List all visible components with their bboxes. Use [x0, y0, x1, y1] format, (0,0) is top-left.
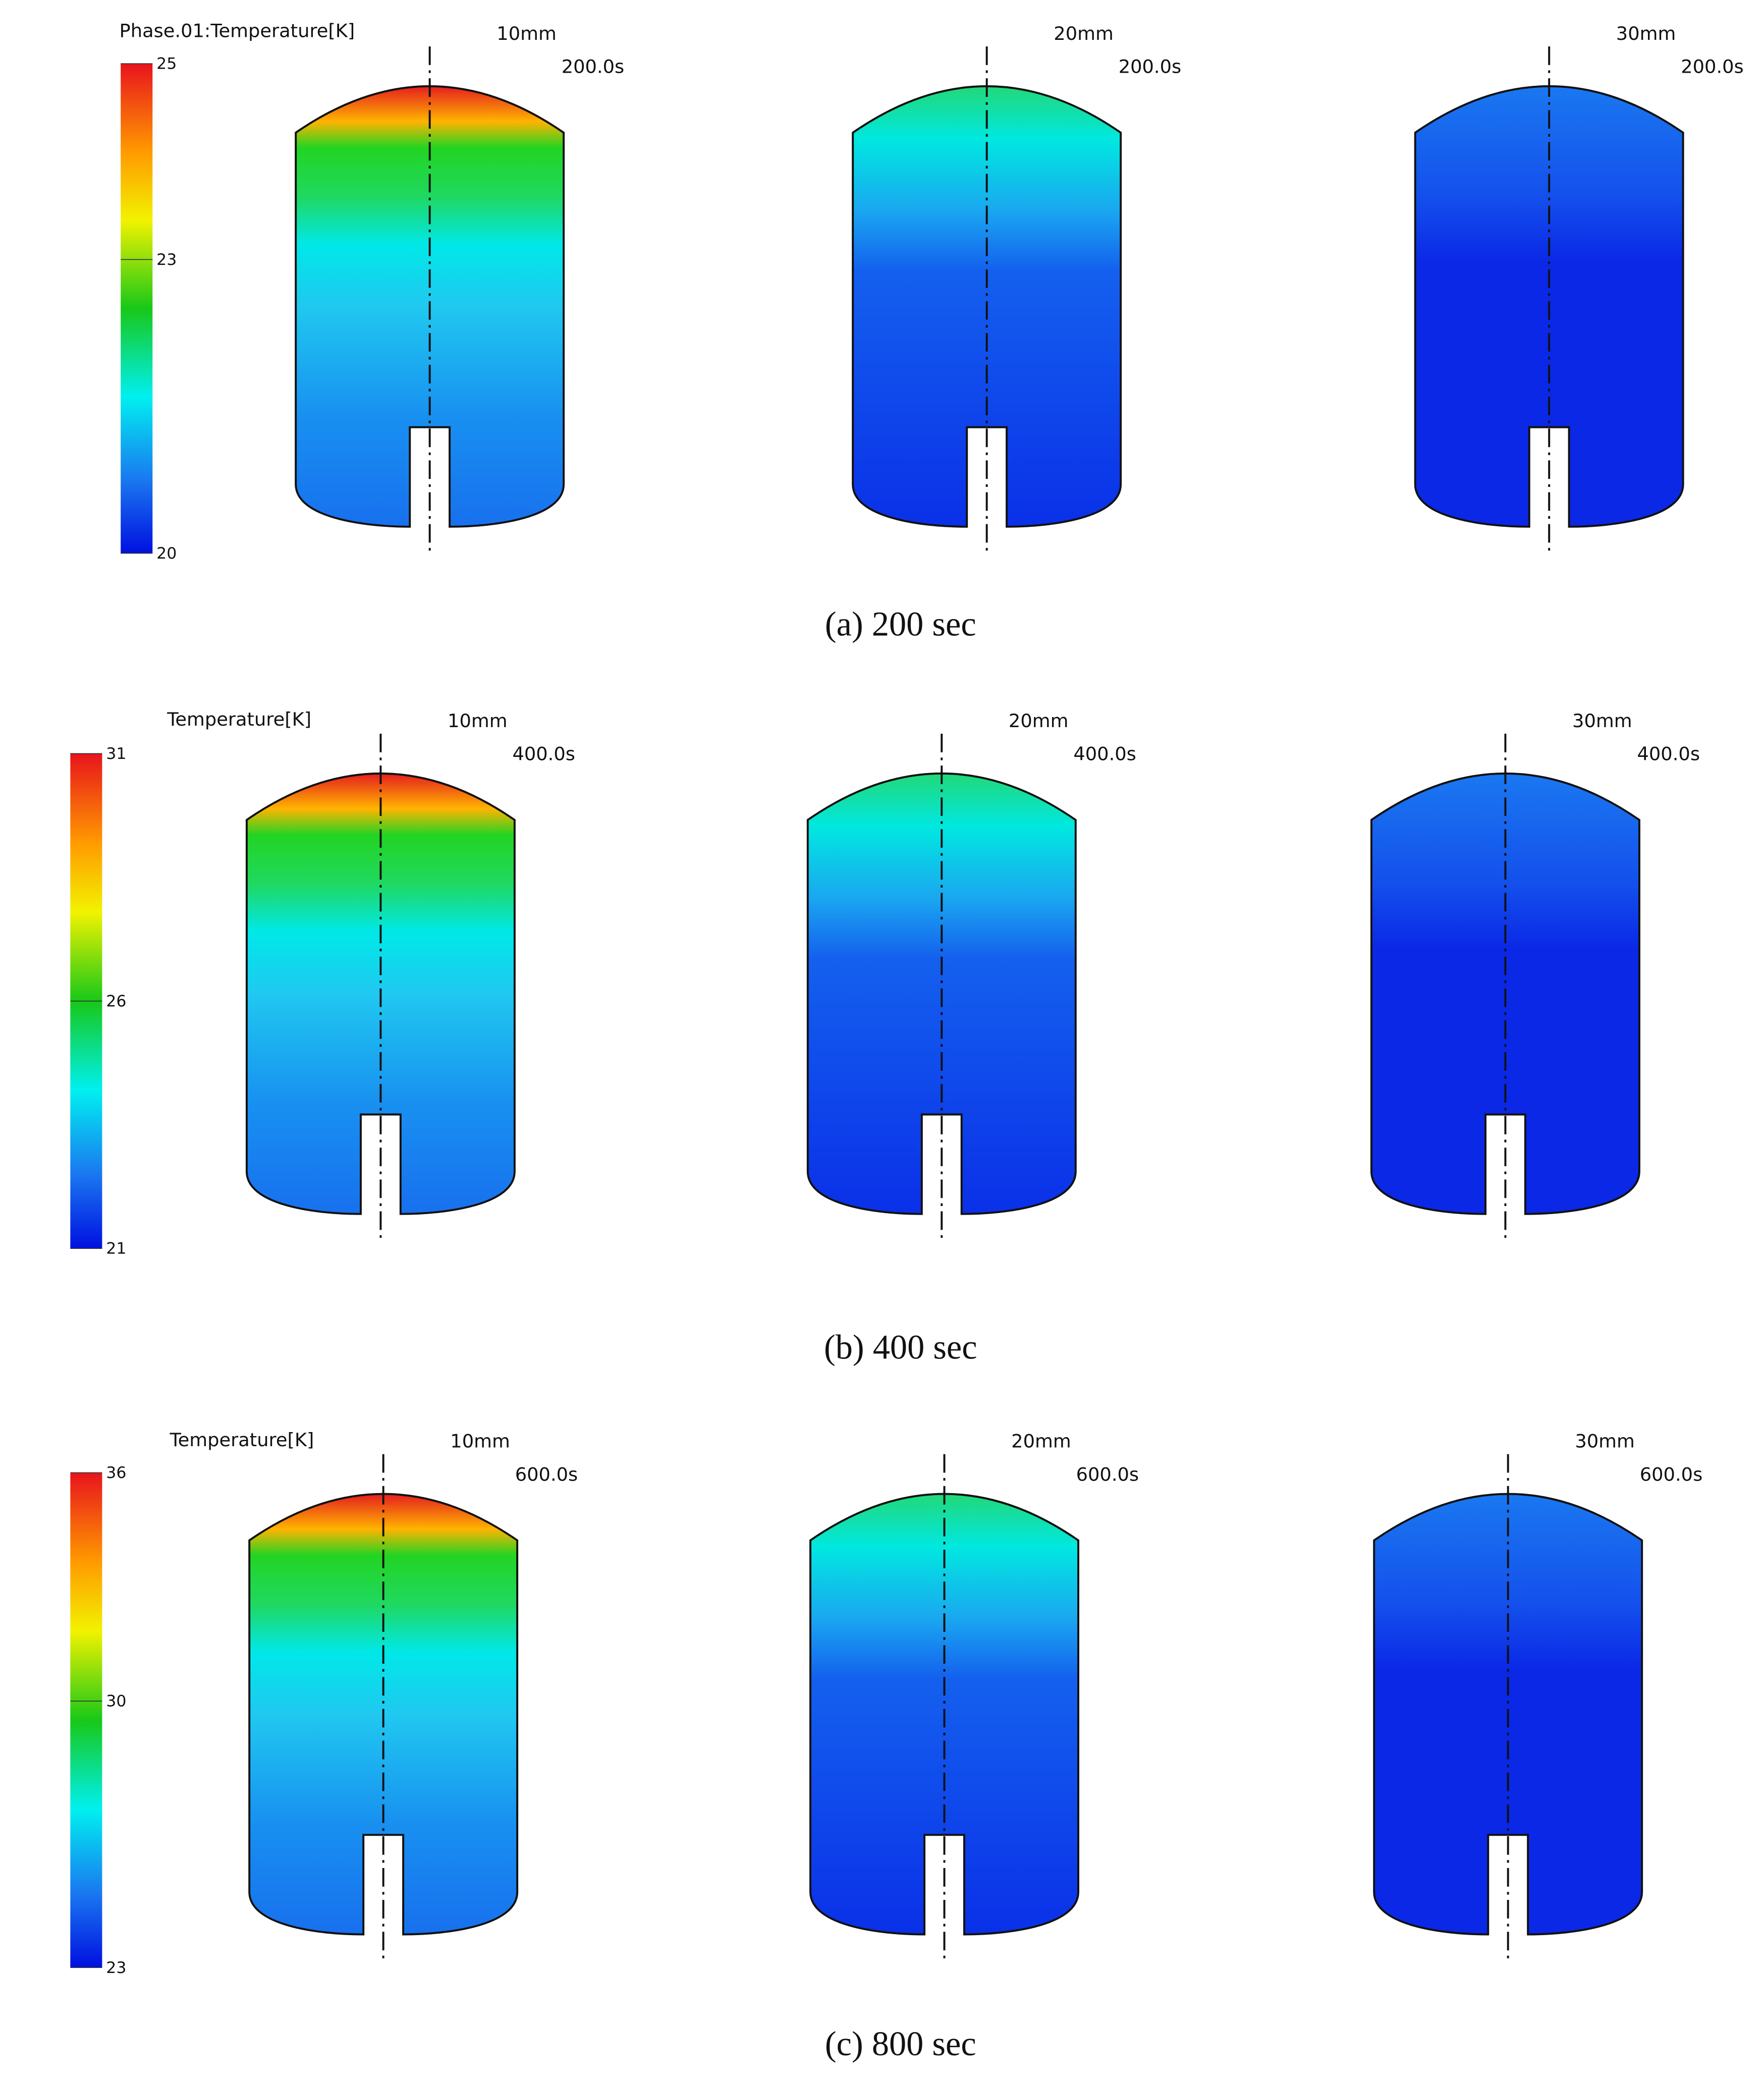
tank-time: 600.0s [1640, 1463, 1702, 1485]
colorbar [121, 64, 153, 554]
panel-caption: (a) 200 sec [825, 605, 976, 643]
tank-time: 400.0s [1073, 743, 1136, 765]
tank-time: 600.0s [515, 1463, 578, 1485]
colorbar-tick-label: 20 [156, 544, 177, 563]
tank-label: 10mm [450, 1431, 510, 1452]
tank-label: 30mm [1616, 23, 1676, 44]
colorbar-tick-label: 21 [106, 1240, 126, 1258]
colorbar-tick-label: 23 [156, 251, 177, 269]
colorbar-title: Temperature[K] [169, 1429, 314, 1451]
tank-time: 600.0s [1076, 1463, 1139, 1485]
colorbar [70, 1472, 102, 1968]
tank-label: 20mm [1054, 23, 1113, 44]
colorbar-tick-label: 23 [106, 1959, 126, 1977]
tank-label: 30mm [1575, 1431, 1634, 1452]
colorbar-tick-label: 26 [106, 992, 126, 1010]
tank-time: 200.0s [562, 56, 624, 78]
colorbar-tick-label: 36 [106, 1464, 126, 1482]
tank-label: 20mm [1011, 1431, 1071, 1452]
tank-time: 400.0s [1637, 743, 1699, 765]
colorbar-title: Phase.01:Temperature[K] [120, 20, 355, 42]
colorbar-tick-label: 30 [106, 1692, 126, 1711]
panel-caption: (b) 400 sec [824, 1328, 977, 1366]
tank-time: 400.0s [512, 743, 575, 765]
colorbar-tick-label: 31 [106, 745, 126, 763]
tank-label: 20mm [1009, 710, 1068, 732]
colorbar-tick-label: 25 [156, 55, 177, 73]
tank-time: 200.0s [1119, 56, 1181, 78]
tank-label: 30mm [1572, 710, 1632, 732]
tank-label: 10mm [448, 710, 507, 732]
panel-caption: (c) 800 sec [825, 2024, 976, 2063]
colorbar-title: Temperature[K] [167, 708, 311, 730]
tank-label: 10mm [497, 23, 556, 44]
tank-time: 200.0s [1681, 56, 1743, 78]
